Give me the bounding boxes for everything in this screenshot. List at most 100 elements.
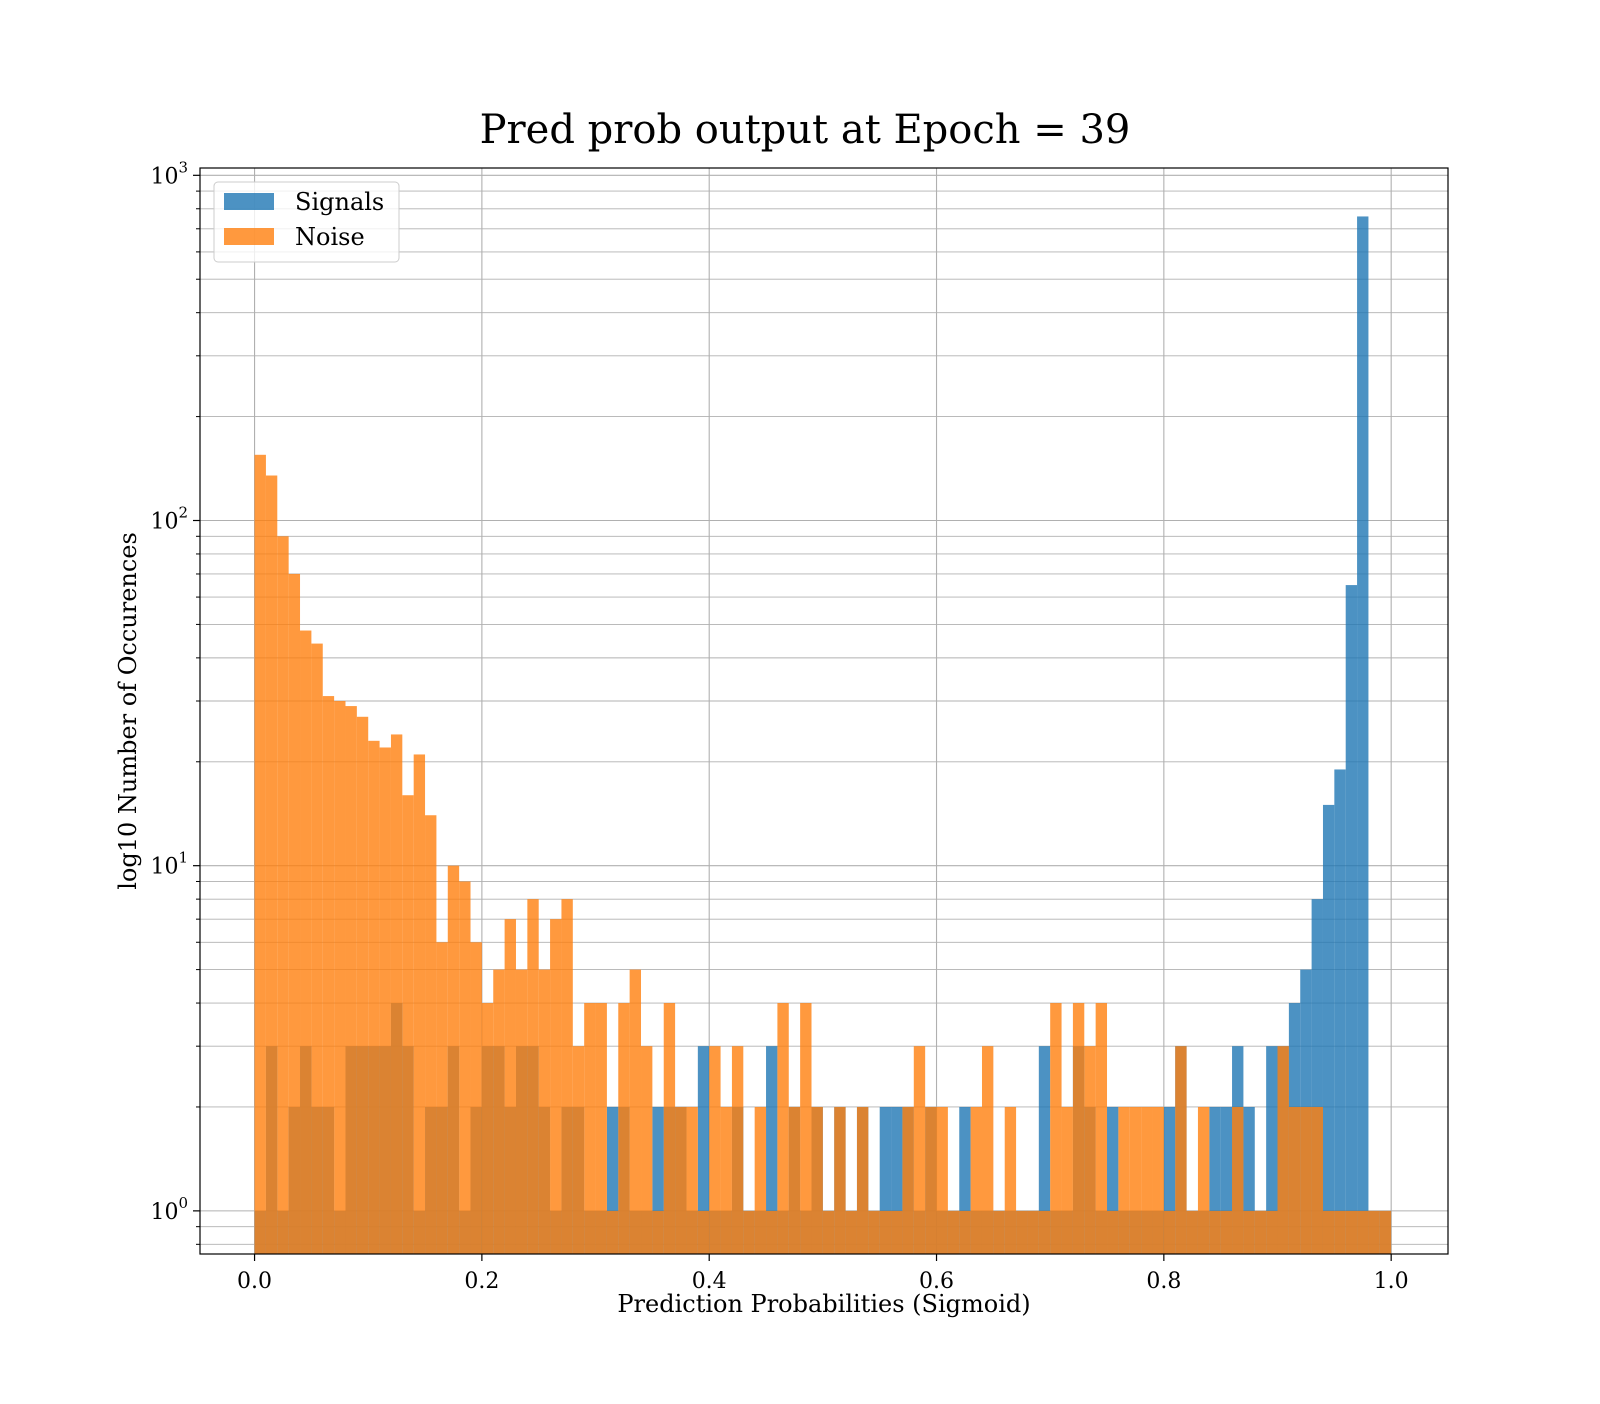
bar-noise: [322, 696, 335, 1254]
bar-noise: [1232, 1106, 1244, 1254]
bar-signals: [1357, 216, 1369, 1254]
y-axis-label: log10 Number of Occurences: [114, 532, 142, 890]
bar-signals: [1243, 1106, 1255, 1254]
legend-swatch-noise: [224, 228, 274, 245]
bar-noise: [584, 1003, 596, 1254]
bar-noise: [947, 1210, 960, 1254]
bar-signals: [697, 1046, 710, 1254]
ticks-layer: 100 101 102 103 0.0 0.2 0.4 0.6 0.8 1.0: [150, 158, 1408, 1294]
bar-noise: [1152, 1106, 1164, 1254]
bar-noise: [379, 747, 391, 1254]
bar-noise: [981, 1046, 994, 1254]
bar-noise: [618, 1003, 630, 1254]
bar-noise: [822, 1210, 835, 1254]
bar-noise: [515, 969, 528, 1254]
bar-noise: [731, 1046, 744, 1254]
bar-noise: [1175, 1046, 1187, 1254]
x-tick-label: 0.0: [237, 1269, 272, 1294]
bar-noise: [913, 1046, 926, 1254]
bar-noise: [1118, 1106, 1130, 1254]
bar-noise: [697, 1210, 710, 1254]
bar-noise: [1050, 1003, 1062, 1254]
bar-noise: [1197, 1106, 1210, 1254]
bar-noise: [754, 1106, 767, 1254]
bar-noise: [811, 1106, 823, 1254]
bar-noise: [481, 1003, 494, 1254]
chart-title: Pred prob output at Epoch = 39: [480, 107, 1131, 153]
bar-noise: [538, 969, 551, 1254]
y-tick-label: 101: [150, 849, 188, 880]
bar-signals: [1334, 769, 1346, 1254]
bar-signals: [766, 1046, 778, 1254]
bar-noise: [675, 1106, 687, 1254]
bar-noise: [470, 942, 482, 1254]
x-tick-label: 0.6: [919, 1269, 954, 1294]
bar-noise: [368, 740, 380, 1254]
bar-signals: [652, 1106, 664, 1254]
bar-signals: [1209, 1106, 1221, 1254]
bar-signals: [1311, 899, 1323, 1254]
bar-noise: [834, 1106, 846, 1254]
bar-noise: [970, 1106, 982, 1254]
bar-noise: [311, 643, 323, 1254]
bar-noise: [629, 969, 642, 1254]
bar-noise: [845, 1210, 857, 1254]
bar-noise: [686, 1106, 698, 1254]
bar-noise: [1004, 1106, 1017, 1254]
bar-signals: [1345, 585, 1358, 1254]
bar-noise: [277, 536, 289, 1254]
bar-noise: [856, 1106, 869, 1254]
bar-noise: [1220, 1210, 1233, 1254]
bar-noise: [1357, 1210, 1369, 1254]
bar-noise: [402, 795, 414, 1254]
bar-noise: [743, 1210, 755, 1254]
x-tick-label: 0.4: [692, 1269, 727, 1294]
x-tick-label: 0.2: [464, 1269, 499, 1294]
bar-noise: [595, 1003, 607, 1254]
bar-noise: [1163, 1210, 1176, 1254]
bar-noise: [1345, 1210, 1358, 1254]
bar-noise: [1107, 1210, 1119, 1254]
bar-noise: [709, 1046, 721, 1254]
bar-signals: [1266, 1046, 1278, 1254]
bar-signals: [1163, 1106, 1176, 1254]
bar-noise: [788, 1106, 801, 1254]
bar-noise: [1254, 1210, 1267, 1254]
bar-noise: [1209, 1210, 1221, 1254]
bar-noise: [493, 969, 505, 1254]
bar-noise: [550, 919, 562, 1254]
legend-label-signals: Signals: [295, 188, 384, 216]
bar-noise: [663, 1003, 676, 1254]
bar-noise: [1334, 1210, 1346, 1254]
plot-frame: [199, 167, 1449, 1255]
bar-noise: [356, 716, 369, 1254]
bar-noise: [1311, 1106, 1323, 1254]
bar-noise: [572, 1046, 585, 1254]
bar-noise: [800, 1003, 812, 1254]
bar-noise: [1277, 1046, 1289, 1254]
bar-signals: [891, 1106, 903, 1254]
legend-swatch-signals: [224, 193, 274, 210]
bar-signals: [1107, 1106, 1119, 1254]
bar-noise: [390, 734, 403, 1254]
bar-noise: [879, 1210, 892, 1254]
bar-noise: [1084, 1046, 1096, 1254]
bar-noise: [1243, 1210, 1255, 1254]
bar-noise: [1095, 1003, 1108, 1254]
bar-noise: [447, 865, 460, 1254]
bar-noise: [1266, 1210, 1278, 1254]
bars-layer: [254, 216, 1392, 1254]
bar-noise: [436, 942, 448, 1254]
bar-noise: [777, 1003, 789, 1254]
bar-noise: [413, 754, 426, 1254]
bar-signals: [959, 1106, 971, 1254]
bar-noise: [561, 899, 573, 1254]
bar-noise: [254, 454, 266, 1254]
bar-noise: [345, 706, 357, 1254]
bar-noise: [334, 700, 346, 1254]
bar-noise: [300, 630, 312, 1254]
bar-noise: [265, 475, 278, 1254]
bar-signals: [1038, 1046, 1051, 1254]
bar-noise: [425, 815, 437, 1254]
